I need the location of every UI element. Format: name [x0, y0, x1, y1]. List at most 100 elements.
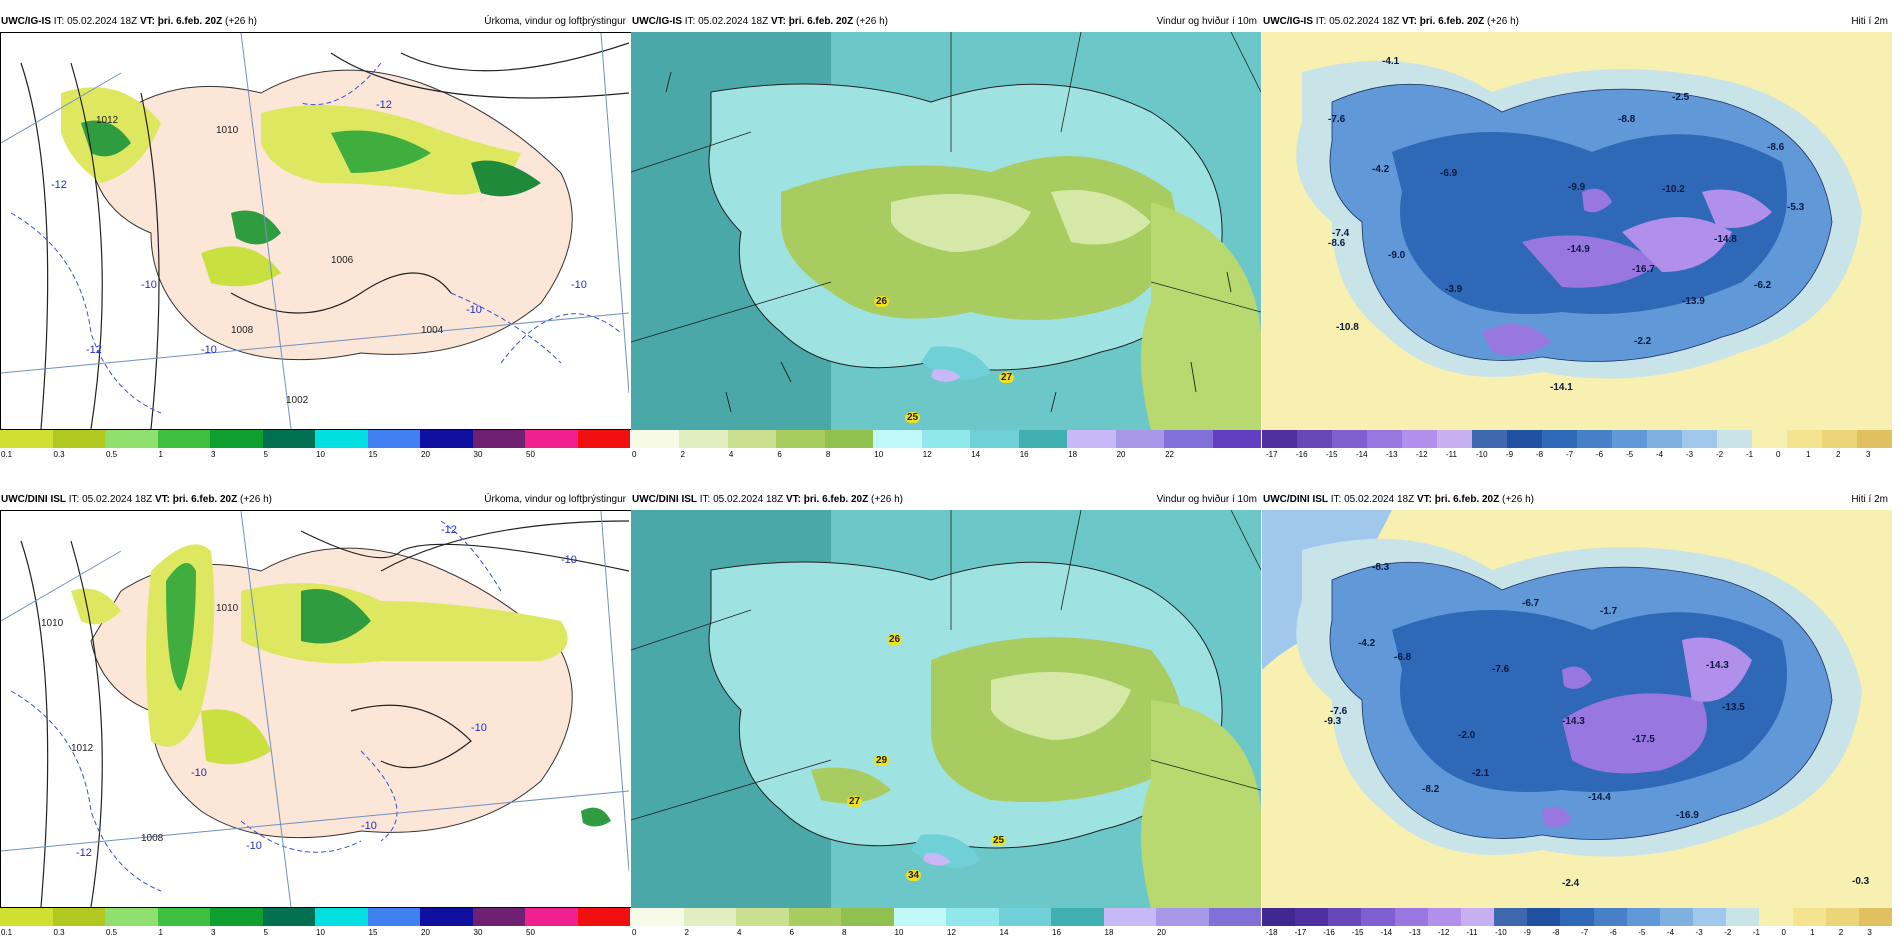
colorbar-swatch [52, 430, 105, 448]
panel-title: Úrkoma, vindur og loftþrýstingur [484, 494, 626, 505]
temp-map: -4.1 -2.5 -7.6 -8.8 -8.6 -4.2 -6.9 -9.9 … [1262, 32, 1892, 430]
gust-label: 26 [874, 296, 890, 307]
svg-text:1012: 1012 [71, 743, 94, 754]
colorbar-tick-label: 0.5 [106, 450, 118, 459]
colorbar-tick-label: 3 [1867, 928, 1872, 937]
colorbar-ticks: 0.1 0.3 0.5 1 3 5 10 15 20 30 50 [0, 448, 630, 460]
panel-header: UWC/DINI ISL IT: 05.02.2024 18Z VT: þri.… [631, 490, 1261, 510]
svg-text:-12: -12 [76, 847, 92, 859]
svg-text:-10: -10 [361, 820, 377, 832]
colorbar-tick-label: 18 [1104, 928, 1114, 937]
colorbar-swatch [157, 908, 210, 926]
svg-text:1010: 1010 [216, 603, 239, 614]
colorbar-swatch [1051, 908, 1104, 926]
svg-text:1010: 1010 [41, 618, 64, 629]
colorbar-swatch [0, 908, 53, 926]
colorbar-swatch [998, 908, 1051, 926]
colorbar-tick-label: 6 [777, 450, 782, 459]
svg-text:-12: -12 [86, 344, 102, 356]
colorbar-tick-label: 8 [842, 928, 847, 937]
colorbar-tick-label: -17 [1266, 450, 1278, 459]
svg-text:1004: 1004 [421, 325, 444, 336]
colorbar-swatch [727, 430, 777, 448]
colorbar-tick-label: 22 [1165, 450, 1174, 459]
svg-text:1010: 1010 [216, 125, 239, 136]
colorbar-tick-label: 14 [971, 450, 981, 459]
colorbar-swatch [1857, 430, 1892, 448]
colorbar-swatch [210, 908, 263, 926]
panel-title: Hiti í 2m [1851, 494, 1888, 505]
colorbar-ticks: -18 -17 -16 -15 -14 -13 -12 -11 -10 -9 -8 -7 -6 -5 -4-… [1262, 926, 1892, 938]
colorbar-swatch [788, 908, 841, 926]
colorbar-tick-label: -18 [1266, 928, 1278, 937]
colorbar-tick-label: -14 [1356, 450, 1368, 459]
colorbar-tick-label: -6 [1609, 928, 1617, 937]
colorbar-tick-label: 1 [1810, 928, 1815, 937]
colorbar-swatch [472, 430, 525, 448]
colorbar-tick-label: -9 [1523, 928, 1531, 937]
colorbar-swatch [873, 430, 922, 448]
colorbar-swatch [367, 908, 420, 926]
colorbar-swatch [525, 908, 578, 926]
colorbar-swatch [1164, 430, 1213, 448]
colorbar-tick-label: 0.5 [106, 928, 118, 937]
panel-info: UWC/DINI ISL IT: 05.02.2024 18Z VT: þri.… [1, 494, 272, 505]
colorbar-swatch [1726, 908, 1760, 926]
colorbar-swatch [1858, 908, 1892, 926]
colorbar-swatch [824, 430, 874, 448]
wind-colorbar: 0 2 4 6 8 10 12 14 16 18 20 [631, 908, 1261, 940]
colorbar-swatch [736, 908, 789, 926]
colorbar-swatch [1297, 430, 1332, 448]
colorbar-swatch [946, 908, 999, 926]
colorbar-tick-label: 18 [1068, 450, 1078, 459]
colorbar-tick-label: -16 [1323, 928, 1335, 937]
precip-colorbar: 0.1 0.3 0.5 1 3 5 10 15 20 30 50 [0, 908, 630, 940]
temp-colorbar: -17 -16 -15 -14 -13 -12 -11 -10 -9 -8 -7 -6 -5 -4 -3 -2… [1262, 430, 1892, 462]
colorbar-tick-label: -4 [1656, 450, 1664, 459]
colorbar-swatch [157, 430, 210, 448]
colorbar-ticks: -17 -16 -15 -14 -13 -12 -11 -10 -9 -8 -7 -6 -5 -4 -3 -2… [1262, 448, 1892, 460]
svg-text:-10: -10 [191, 767, 207, 779]
panel-header: UWC/IG-IS IT: 05.02.2024 18Z VT: þri. 6.… [1262, 12, 1892, 32]
colorbar-tick-label: -13 [1386, 450, 1398, 459]
svg-text:-10: -10 [561, 554, 577, 566]
colorbar-swatch [105, 430, 158, 448]
wind-map: 26 29 27 25 34 [631, 510, 1261, 908]
colorbar-swatch [1612, 430, 1647, 448]
colorbar-swatch [1759, 908, 1793, 926]
colorbar-tick-label: 16 [1052, 928, 1061, 937]
colorbar-tick-label: -7 [1566, 450, 1574, 459]
precip-colorbar: 0.1 0.3 0.5 1 3 5 10 15 20 30 50 [0, 430, 630, 462]
svg-text:-10: -10 [571, 279, 587, 291]
colorbar-tick-label: -12 [1416, 450, 1428, 459]
colorbar-swatch [1402, 430, 1437, 448]
colorbar-tick-label: 15 [368, 928, 378, 937]
colorbar-tick-label: 50 [526, 450, 535, 459]
colorbar-tick-label: -15 [1351, 928, 1364, 937]
colorbar-swatches [1262, 430, 1892, 448]
gust-label: 27 [847, 796, 863, 807]
colorbar-tick-label: 20 [1157, 928, 1166, 937]
colorbar-swatch [1752, 430, 1787, 448]
colorbar-ticks: 0 2 4 6 8 10 12 14 16 18 20 [631, 926, 1261, 938]
colorbar-swatches [631, 430, 1262, 448]
colorbar-tick-label: 0 [632, 928, 637, 937]
colorbar-tick-label: 16 [1019, 450, 1029, 459]
colorbar-swatch [776, 430, 825, 448]
temp-map: -8.3 -6.7 -1.7 -4.2 -6.8 -7.6 -14.3 -7.6… [1262, 510, 1892, 908]
svg-text:-10: -10 [246, 840, 262, 852]
svg-text:-10: -10 [466, 304, 482, 316]
colorbar-tick-label: 10 [316, 450, 325, 459]
colorbar-swatch [1427, 908, 1461, 926]
colorbar-tick-label: 0 [1781, 928, 1786, 937]
colorbar-swatch [683, 908, 736, 926]
colorbar-swatch [841, 908, 894, 926]
colorbar-swatch [525, 430, 578, 448]
colorbar-tick-label: 15 [368, 450, 378, 459]
panel-header: UWC/IG-IS IT: 05.02.2024 18Z VT: þri. 6.… [631, 12, 1261, 32]
svg-text:1006: 1006 [331, 255, 354, 266]
colorbar-tick-label: -6 [1596, 450, 1604, 459]
panel-title: Vindur og hviður í 10m [1156, 16, 1257, 27]
panel-header: UWC/DINI ISL IT: 05.02.2024 18Z VT: þri.… [1262, 490, 1892, 510]
colorbar-swatch [315, 430, 368, 448]
